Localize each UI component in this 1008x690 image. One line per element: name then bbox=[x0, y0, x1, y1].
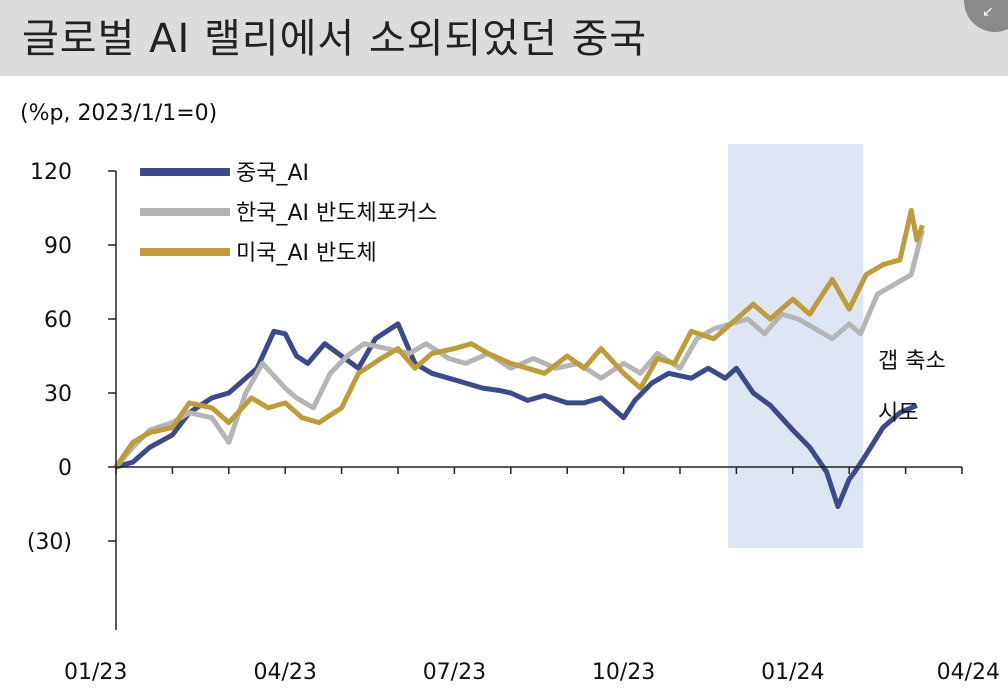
y-tick-label: 120 bbox=[30, 160, 72, 185]
series-line-1 bbox=[115, 321, 918, 509]
line-chart: (%p, 2023/1/1=0) 120 90 60 30 0 (30) 01/23 04/… bbox=[20, 101, 1000, 685]
x-tick-group: 01/23 04/23 07/23 10/23 01/24 04/24 bbox=[64, 467, 1000, 685]
page-title: 글로벌 AI 랠리에서 소외되었던 중국 bbox=[22, 16, 648, 62]
x-tick-label: 04/23 bbox=[253, 660, 316, 685]
annotation-line-2: 시도 bbox=[878, 401, 918, 426]
legend-label: 중국_AI bbox=[236, 161, 309, 186]
annotation-line-1: 갭 축소 bbox=[878, 349, 946, 374]
y-tick-label: 0 bbox=[58, 456, 72, 481]
legend-label: 미국_AI 반도체 bbox=[236, 241, 377, 266]
x-tick-label: 10/23 bbox=[592, 660, 655, 685]
x-tick-label: 04/24 bbox=[937, 660, 1000, 685]
x-tick-label: 07/23 bbox=[423, 660, 486, 685]
series-line-3 bbox=[113, 208, 925, 469]
x-tick-label: 01/23 bbox=[64, 660, 127, 685]
legend-label: 한국_AI 반도체포커스 bbox=[236, 201, 437, 226]
highlight-band bbox=[727, 144, 864, 548]
expand-arrow-icon[interactable]: ↙ bbox=[964, 0, 1008, 32]
y-tick-label: (30) bbox=[27, 530, 72, 555]
x-tick-label: 01/24 bbox=[761, 660, 824, 685]
series-layer bbox=[113, 208, 925, 509]
y-tick-label: 60 bbox=[44, 308, 72, 333]
series-line-2 bbox=[114, 229, 925, 469]
unit-label: (%p, 2023/1/1=0) bbox=[20, 101, 217, 126]
title-bar: 글로벌 AI 랠리에서 소외되었던 중국 ↙ bbox=[0, 0, 1008, 76]
y-tick-group: 120 90 60 30 0 (30) bbox=[27, 160, 116, 555]
y-tick-label: 30 bbox=[44, 382, 72, 407]
y-tick-label: 90 bbox=[44, 234, 72, 259]
